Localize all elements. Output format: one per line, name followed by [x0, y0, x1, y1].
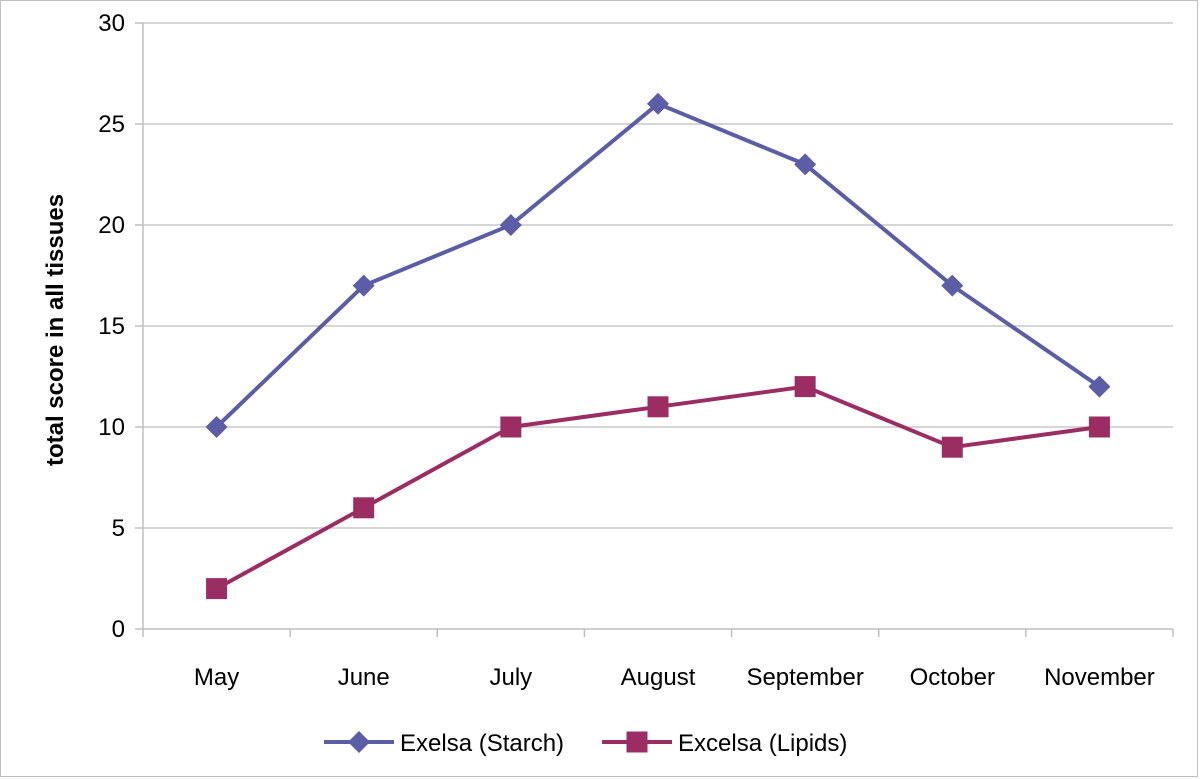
axes	[135, 22, 1174, 637]
data-point	[647, 396, 669, 418]
x-tick-label: August	[621, 664, 696, 691]
data-point	[1088, 416, 1110, 438]
y-tick-label: 10	[98, 414, 125, 441]
data-point	[353, 497, 375, 519]
x-tick-label: October	[910, 664, 995, 691]
grid-lines	[143, 22, 1173, 529]
x-tick-label: June	[338, 664, 390, 691]
x-tick-label: July	[490, 664, 533, 691]
y-tick-label: 5	[112, 515, 125, 542]
y-tick-label: 30	[98, 10, 125, 37]
y-tick-label: 25	[98, 111, 125, 138]
data-point	[941, 274, 964, 297]
series-starch	[205, 92, 1111, 438]
data-point	[500, 416, 522, 438]
data-point	[647, 92, 669, 115]
data-point	[205, 416, 228, 438]
data-point	[352, 274, 375, 297]
legend-label: Excelsa (Lipids)	[678, 730, 847, 757]
legend-marker	[626, 731, 648, 753]
series-lines	[205, 92, 1111, 600]
data-point	[794, 376, 816, 398]
y-tick-labels: 0 5 10 15 20 25 30	[98, 10, 125, 643]
x-tick-labels: May June July August September October Novembe…	[194, 664, 1155, 691]
series-lipids	[206, 376, 1110, 600]
data-point	[1088, 375, 1111, 398]
legend: Exelsa (Starch) Excelsa (Lipids)	[324, 730, 847, 757]
data-point	[941, 436, 963, 458]
data-point	[499, 214, 522, 236]
data-point	[206, 578, 228, 600]
legend-marker	[348, 731, 370, 753]
legend-label: Exelsa (Starch)	[400, 730, 564, 757]
x-tick-label: November	[1044, 664, 1155, 691]
y-tick-label: 20	[98, 212, 125, 239]
y-axis-title: total score in all tissues	[42, 194, 69, 466]
series-line	[215, 101, 1101, 429]
data-point	[794, 153, 817, 176]
legend-item: Exelsa (Starch)	[324, 730, 564, 757]
y-tick-label: 0	[112, 616, 125, 643]
legend-item: Excelsa (Lipids)	[602, 730, 847, 757]
x-tick-label: May	[194, 664, 239, 691]
y-tick-label: 15	[98, 313, 125, 340]
x-tick-label: September	[746, 664, 863, 691]
